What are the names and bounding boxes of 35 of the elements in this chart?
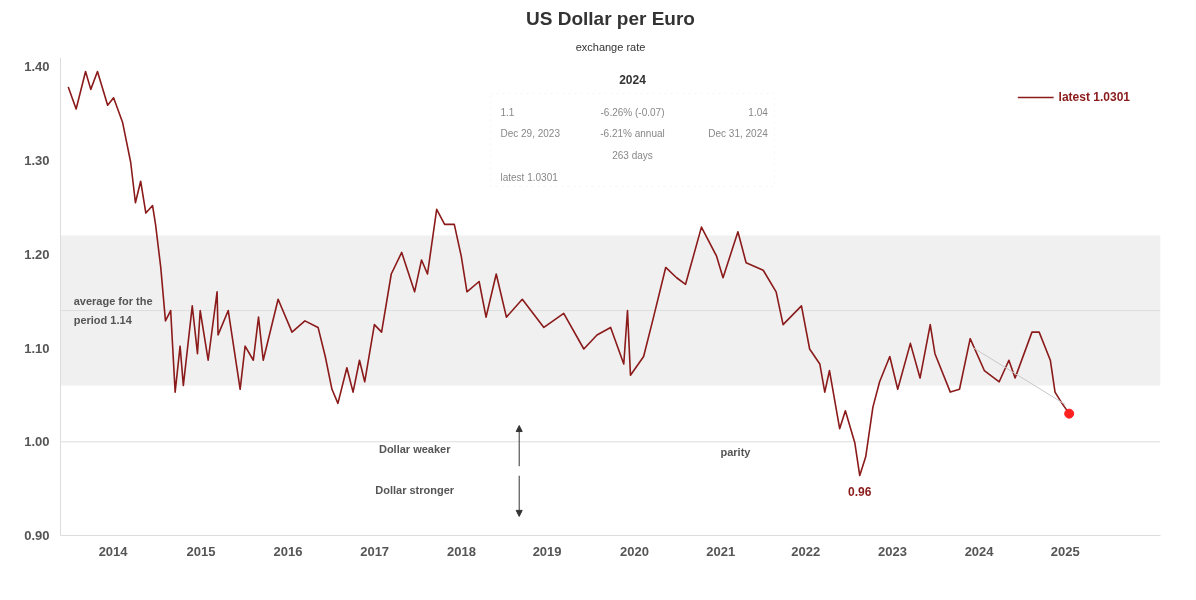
x-tick-label: 2022 [791,543,821,559]
annotation: latest 1.0301 [500,171,559,183]
annotation: 1.04 [748,107,769,119]
ref-line-label: average for the period 1.14 [73,294,153,327]
y-tick-label: 1.10 [24,340,50,356]
y-tick-label: 0.90 [24,528,50,543]
x-tick-label: 2014 [98,543,129,559]
annotation: Dollar stronger [375,484,455,497]
annotation: Dec 31, 2024 [708,128,769,140]
x-tick-label: 2015 [186,543,216,559]
x-tick-label: 2018 [447,543,476,559]
x-tick-label: 2023 [878,543,907,559]
annotation: 263 days [612,149,653,161]
annotation: -6.26% (-0.07) [600,106,665,118]
chart-title: US Dollar per Euro [526,7,695,29]
x-tick-label: 2016 [273,543,303,559]
x-tick-label: 2021 [706,543,736,559]
annotation: Dec 29, 2023 [500,128,561,140]
x-tick-label: 2017 [360,543,390,559]
y-tick-label: 1.20 [24,246,50,262]
annotation: Dollar weaker [378,443,452,456]
x-tick-label: 2019 [532,543,562,559]
legend-label: latest 1.0301 [1058,90,1130,104]
annotation: -6.21% annual [600,128,665,140]
y-tick-label: 1.40 [24,59,50,75]
y-tick-label: 1.00 [24,434,50,450]
annotation: 2024 [619,72,647,87]
chart-subtitle: exchange rate [575,40,646,53]
y-tick-label: 1.30 [24,153,50,169]
ref-line-label: parity [720,445,752,458]
x-tick-label: 2024 [964,543,995,559]
annotation: 1.1 [500,107,515,119]
annotation: 0.96 [848,485,872,500]
x-tick-label: 2025 [1050,543,1080,559]
x-tick-label: 2020 [619,543,649,559]
